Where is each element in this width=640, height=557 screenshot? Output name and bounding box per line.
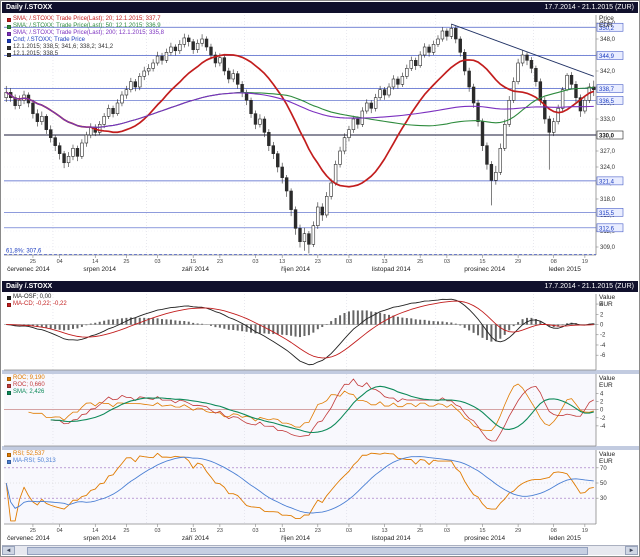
svg-text:listopad 2014: listopad 2014 — [372, 535, 411, 542]
scrollbar-thumb[interactable] — [27, 547, 589, 555]
svg-text:25: 25 — [123, 528, 129, 534]
svg-text:03: 03 — [252, 259, 258, 265]
svg-text:13: 13 — [279, 528, 285, 534]
svg-text:červenec 2014: červenec 2014 — [7, 266, 50, 273]
svg-text:50: 50 — [600, 481, 607, 487]
svg-text:04: 04 — [57, 528, 63, 534]
svg-text:-2: -2 — [600, 416, 606, 422]
svg-text:327,0: 327,0 — [600, 149, 616, 155]
svg-text:309,0: 309,0 — [600, 245, 616, 251]
svg-text:25: 25 — [30, 259, 36, 265]
svg-text:leden 2015: leden 2015 — [549, 266, 582, 273]
svg-text:03: 03 — [252, 528, 258, 534]
indicator-charts[interactable]: 4 2 0 -2 -4 -6 4 2 0 -2 -4 70 50 30 červenec 2014 srpen… — [2, 292, 640, 546]
svg-text:25: 25 — [123, 259, 129, 265]
svg-text:září 2014: září 2014 — [182, 266, 209, 273]
svg-text:prosinec 2014: prosinec 2014 — [464, 535, 505, 542]
horizontal-scrollbar[interactable]: ◄ ► — [2, 545, 638, 555]
scroll-right-button[interactable]: ► — [625, 546, 638, 555]
svg-text:30: 30 — [600, 496, 607, 502]
scroll-left-button[interactable]: ◄ — [2, 546, 15, 555]
svg-text:23: 23 — [217, 259, 223, 265]
svg-text:29: 29 — [515, 528, 521, 534]
svg-text:4: 4 — [600, 302, 604, 308]
svg-text:03: 03 — [346, 259, 352, 265]
svg-text:15: 15 — [190, 528, 196, 534]
svg-text:08: 08 — [551, 259, 557, 265]
svg-text:září 2014: září 2014 — [182, 535, 209, 542]
svg-text:14: 14 — [92, 259, 98, 265]
svg-text:13: 13 — [382, 528, 388, 534]
svg-text:srpen 2014: srpen 2014 — [83, 535, 116, 542]
svg-text:říjen 2014: říjen 2014 — [281, 535, 310, 542]
svg-text:leden 2015: leden 2015 — [549, 535, 582, 542]
svg-text:2: 2 — [600, 312, 604, 318]
svg-text:23: 23 — [217, 528, 223, 534]
svg-text:15: 15 — [479, 259, 485, 265]
svg-text:-6: -6 — [600, 353, 606, 359]
svg-text:321,4: 321,4 — [599, 179, 615, 185]
svg-text:350,2: 350,2 — [599, 26, 615, 32]
svg-text:25: 25 — [30, 528, 36, 534]
svg-text:03: 03 — [346, 528, 352, 534]
svg-text:23: 23 — [315, 528, 321, 534]
svg-text:listopad 2014: listopad 2014 — [372, 266, 411, 273]
main-chart-date-range: 17.7.2014 - 21.1.2015 (ZUR) — [544, 4, 635, 11]
svg-text:13: 13 — [382, 259, 388, 265]
svg-text:03: 03 — [444, 528, 450, 534]
svg-text:2: 2 — [600, 400, 604, 406]
indicator-section-titlebar[interactable]: Daily /.STOXX 17.7.2014 - 21.1.2015 (ZUR… — [2, 281, 638, 292]
svg-text:červenec 2014: červenec 2014 — [7, 535, 50, 542]
svg-text:říjen 2014: říjen 2014 — [281, 266, 310, 273]
svg-text:330,0: 330,0 — [599, 134, 615, 140]
svg-text:srpen 2014: srpen 2014 — [83, 266, 116, 273]
svg-text:25: 25 — [417, 259, 423, 265]
indicator-section-date-range: 17.7.2014 - 21.1.2015 (ZUR) — [544, 283, 635, 290]
main-chart-titlebar[interactable]: Daily /.STOXX 17.7.2014 - 21.1.2015 (ZUR… — [2, 2, 638, 13]
svg-text:-4: -4 — [600, 343, 606, 349]
svg-text:25: 25 — [417, 528, 423, 534]
main-price-chart[interactable]: 351,0348,0345,0342,0339,0336,0333,0330,0… — [2, 13, 640, 281]
svg-text:324,0: 324,0 — [600, 165, 616, 171]
indicator-section-title: Daily /.STOXX — [6, 283, 53, 290]
svg-text:15: 15 — [479, 528, 485, 534]
svg-text:23: 23 — [315, 259, 321, 265]
svg-text:336,5: 336,5 — [599, 99, 615, 105]
svg-text:312,6: 312,6 — [599, 226, 615, 232]
svg-text:344,9: 344,9 — [599, 54, 615, 60]
svg-text:03: 03 — [444, 259, 450, 265]
svg-text:315,5: 315,5 — [599, 211, 615, 217]
svg-text:19: 19 — [582, 528, 588, 534]
svg-text:61,8%: 307,6: 61,8%: 307,6 — [6, 248, 42, 254]
svg-text:70: 70 — [600, 466, 607, 472]
svg-text:prosinec 2014: prosinec 2014 — [464, 266, 505, 273]
svg-text:14: 14 — [92, 528, 98, 534]
svg-text:338,7: 338,7 — [599, 87, 615, 93]
svg-text:29: 29 — [515, 259, 521, 265]
svg-text:333,0: 333,0 — [600, 117, 616, 123]
svg-text:15: 15 — [190, 259, 196, 265]
svg-text:0: 0 — [600, 323, 604, 329]
svg-text:4: 4 — [600, 392, 604, 398]
svg-text:08: 08 — [551, 528, 557, 534]
svg-text:04: 04 — [57, 259, 63, 265]
svg-text:318,0: 318,0 — [600, 197, 616, 203]
svg-text:03: 03 — [155, 259, 161, 265]
svg-text:0: 0 — [600, 408, 604, 414]
svg-text:13: 13 — [279, 259, 285, 265]
svg-text:-2: -2 — [600, 333, 606, 339]
svg-text:03: 03 — [155, 528, 161, 534]
scrollbar-track[interactable] — [15, 546, 625, 555]
svg-text:-4: -4 — [600, 424, 606, 430]
svg-text:342,0: 342,0 — [600, 69, 616, 75]
svg-text:19: 19 — [582, 259, 588, 265]
main-chart-title: Daily /.STOXX — [6, 4, 53, 11]
svg-text:348,0: 348,0 — [600, 37, 616, 43]
